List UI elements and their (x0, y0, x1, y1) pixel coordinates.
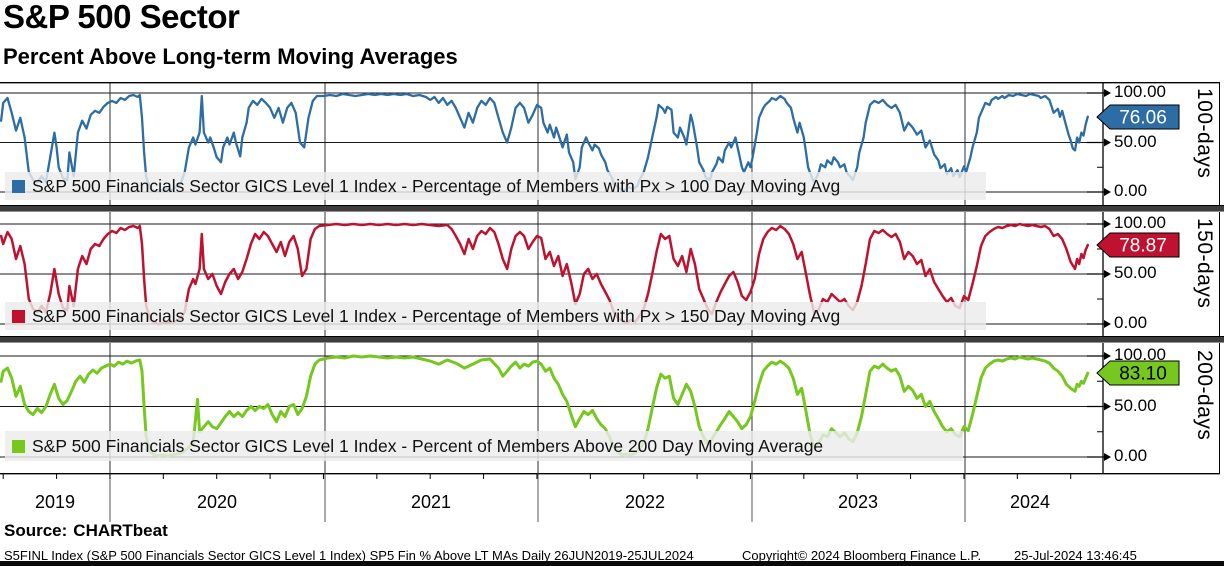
legend-label-150d: S&P 500 Financials Sector GICS Level 1 I… (32, 305, 841, 326)
legend-200d: S&P 500 Financials Sector GICS Level 1 I… (5, 431, 963, 461)
y-tick-label: 100.00 (1114, 82, 1166, 101)
x-axis (0, 473, 1220, 522)
value-badge-200d: 83.10 (1096, 360, 1180, 386)
status-ticker-info: S5FINL Index (S&P 500 Financials Sector … (4, 548, 694, 563)
value-badge-150d: 78.87 (1096, 232, 1180, 258)
year-label-2024: 2024 (1009, 492, 1051, 512)
bottom-edge-bar (0, 561, 1224, 566)
y-tick-label: 50.00 (1114, 396, 1157, 415)
y-tick-label: 0.00 (1114, 446, 1148, 465)
y-tick-label: 100.00 (1114, 345, 1166, 364)
legend-label-100d: S&P 500 Financials Sector GICS Level 1 I… (32, 175, 841, 196)
y-tick-label: 0.00 (1114, 181, 1148, 200)
value-badge-100d: 76.06 (1096, 104, 1180, 130)
page-subtitle: Percent Above Long-term Moving Averages (3, 44, 458, 69)
legend-swatch-150d-icon (12, 309, 25, 323)
status-copyright: Copyright© 2024 Bloomberg Finance L.P. (742, 548, 982, 563)
panel-axis-title-100d: 100-days (1193, 88, 1216, 179)
panel-separator-bar (0, 205, 1224, 212)
last-value-150d: 78.87 (1119, 236, 1167, 257)
year-label-2021: 2021 (410, 492, 452, 512)
y-tick-label: 50.00 (1114, 263, 1157, 282)
page-title: S&P 500 Sector (3, 0, 240, 35)
source-line: Source: CHARTbeat (4, 521, 174, 541)
panel-axis-title-150d: 150-days (1193, 218, 1216, 309)
y-tick-label: 100.00 (1114, 213, 1166, 232)
legend-150d: S&P 500 Financials Sector GICS Level 1 I… (5, 302, 986, 330)
year-label-2023: 2023 (837, 492, 879, 512)
legend-swatch-200d-icon (12, 439, 25, 453)
source-label: Source: (4, 521, 68, 540)
source-value: CHARTbeat (73, 521, 168, 540)
panel-separator-bar (0, 336, 1224, 343)
legend-100d: S&P 500 Financials Sector GICS Level 1 I… (5, 172, 986, 200)
year-label-2019: 2019 (34, 492, 76, 512)
status-datetime: 25-Jul-2024 13:46:45 (1014, 548, 1137, 563)
last-value-100d: 76.06 (1119, 108, 1167, 129)
legend-label-200d: S&P 500 Financials Sector GICS Level 1 I… (32, 435, 824, 456)
panel-axis-title-200d: 200-days (1193, 350, 1216, 441)
year-label-2022: 2022 (624, 492, 666, 512)
y-tick-label: 50.00 (1114, 132, 1157, 151)
legend-swatch-100d-icon (12, 179, 25, 193)
last-value-200d: 83.10 (1119, 364, 1167, 385)
year-label-2020: 2020 (196, 492, 238, 512)
y-tick-label: 0.00 (1114, 313, 1148, 332)
